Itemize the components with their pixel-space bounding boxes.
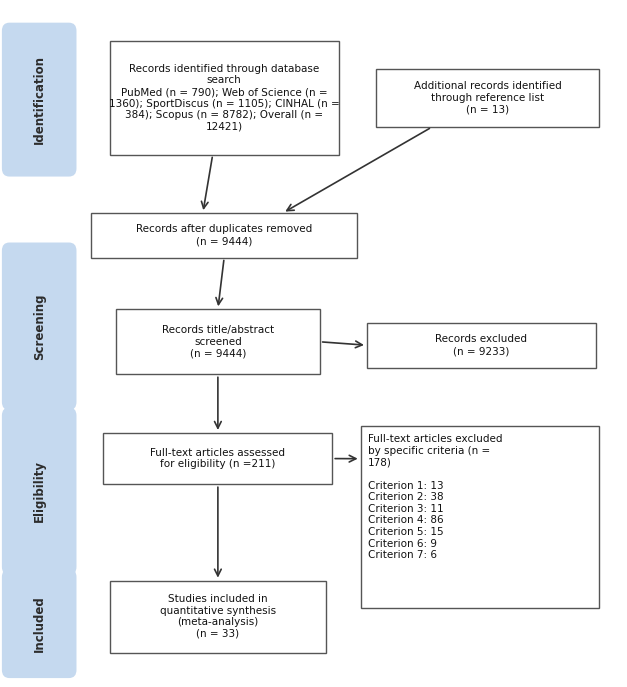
Text: Screening: Screening — [33, 293, 46, 359]
FancyBboxPatch shape — [2, 407, 76, 575]
Text: Eligibility: Eligibility — [33, 460, 46, 522]
Text: Full-text articles excluded
by specific criteria (n =
178)

Criterion 1: 13
Crit: Full-text articles excluded by specific … — [368, 434, 503, 560]
FancyBboxPatch shape — [367, 323, 596, 368]
FancyBboxPatch shape — [103, 433, 332, 484]
Text: Included: Included — [33, 595, 46, 652]
FancyBboxPatch shape — [116, 309, 320, 374]
FancyBboxPatch shape — [2, 569, 76, 678]
Text: Records title/abstract
screened
(n = 9444): Records title/abstract screened (n = 944… — [162, 325, 274, 359]
Text: Records after duplicates removed
(n = 9444): Records after duplicates removed (n = 94… — [136, 225, 312, 246]
Text: Additional records identified
through reference list
(n = 13): Additional records identified through re… — [414, 81, 561, 115]
FancyBboxPatch shape — [110, 41, 339, 155]
Text: Identification: Identification — [33, 55, 46, 144]
Text: Records excluded
(n = 9233): Records excluded (n = 9233) — [435, 335, 527, 356]
FancyBboxPatch shape — [361, 426, 599, 608]
Text: Studies included in
quantitative synthesis
(meta-analysis)
(n = 33): Studies included in quantitative synthes… — [160, 594, 276, 639]
FancyBboxPatch shape — [376, 69, 599, 127]
Text: Full-text articles assessed
for eligibility (n =211): Full-text articles assessed for eligibil… — [150, 448, 285, 469]
FancyBboxPatch shape — [2, 243, 76, 410]
Text: Records identified through database
search
PubMed (n = 790); Web of Science (n =: Records identified through database sear… — [108, 64, 340, 132]
FancyBboxPatch shape — [110, 581, 326, 653]
FancyBboxPatch shape — [91, 213, 357, 258]
FancyBboxPatch shape — [2, 23, 76, 177]
